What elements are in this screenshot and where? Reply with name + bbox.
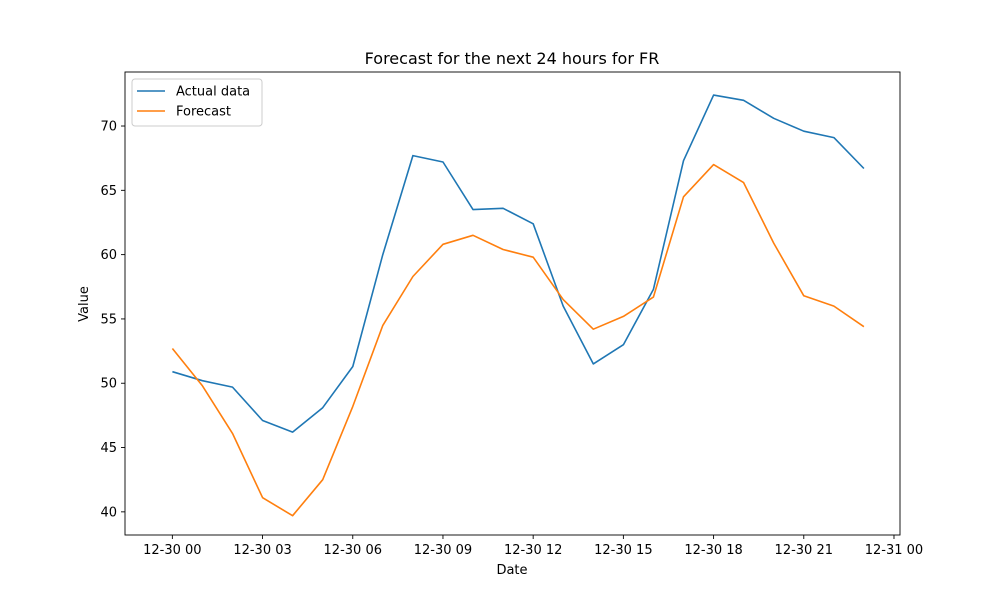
y-tick-label: 70	[100, 120, 117, 135]
x-tick-label: 12-30 12	[504, 543, 562, 558]
y-tick-label: 40	[100, 505, 117, 520]
x-tick-label: 12-30 00	[143, 543, 201, 558]
axes-frame	[124, 71, 901, 536]
x-tick-label: 12-30 03	[233, 543, 291, 558]
series-line-forecast	[171, 163, 865, 517]
chart-title: Forecast for the next 24 hours for FR	[365, 49, 660, 68]
y-tick-label: 60	[100, 248, 117, 263]
x-tick-label: 12-30 15	[594, 543, 652, 558]
x-tick-label: 12-30 21	[775, 543, 833, 558]
legend-label: Actual data	[176, 85, 250, 100]
y-tick-label: 45	[100, 441, 117, 456]
y-tick-label: 65	[100, 184, 117, 199]
x-axis-label: Date	[496, 563, 527, 578]
x-tick-label: 12-30 18	[684, 543, 742, 558]
x-tick-label: 12-30 06	[324, 543, 382, 558]
x-tick-label: 12-31 00	[865, 543, 923, 558]
y-axis-label: Value	[77, 286, 92, 322]
series-line-actual	[172, 94, 865, 433]
y-tick-label: 50	[100, 377, 117, 392]
x-tick-label: 12-30 09	[414, 543, 472, 558]
legend-label: Forecast	[176, 105, 231, 120]
y-tick-label: 55	[100, 312, 117, 327]
plot-area: 12-30 00 12-30 03 12-30 06 12-30 09 12-30 12…	[100, 71, 923, 558]
